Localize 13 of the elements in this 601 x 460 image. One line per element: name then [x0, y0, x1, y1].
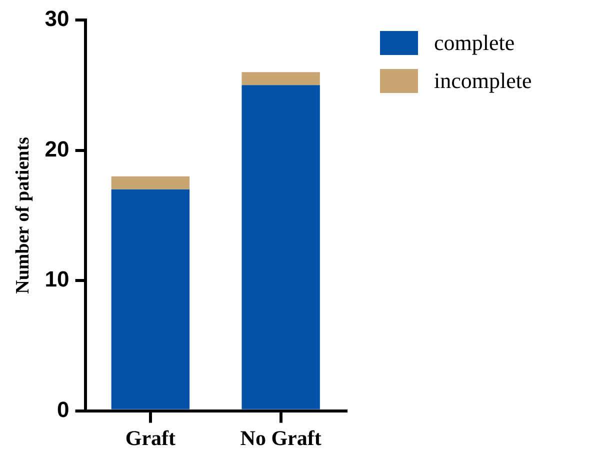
bar [111, 176, 190, 190]
y-tick-label: 10 [44, 266, 70, 292]
y-axis-title: Number of patients [12, 136, 34, 294]
bar [242, 72, 320, 86]
y-tick-label: 30 [44, 6, 70, 32]
bar [111, 189, 190, 410]
bar [242, 85, 320, 410]
x-tick-label: Graft [125, 426, 176, 450]
x-tick-label: No Graft [240, 426, 322, 450]
legend-label: complete [434, 30, 515, 56]
y-tick-label: 0 [57, 396, 70, 422]
y-tick-label: 20 [44, 136, 70, 162]
legend-label: incomplete [434, 68, 532, 94]
